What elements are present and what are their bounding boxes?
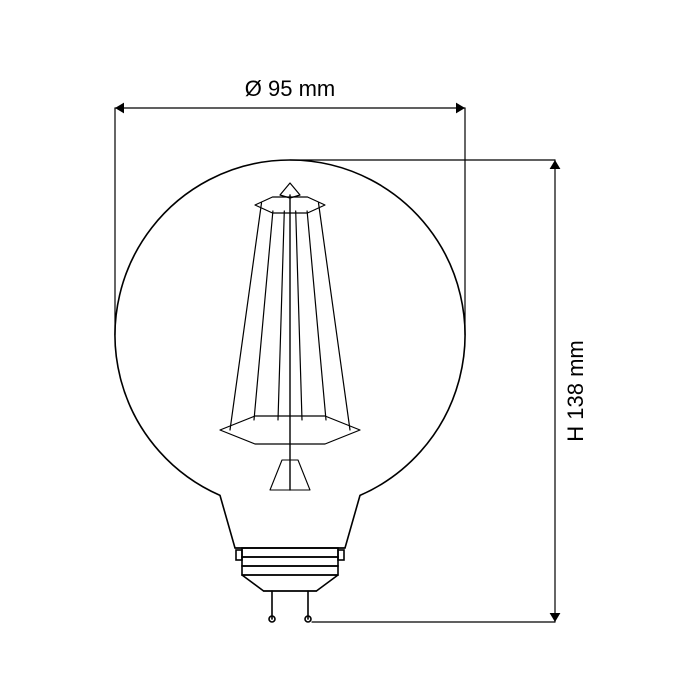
diameter-label: Ø 95 mm <box>245 76 335 101</box>
bulb-technical-drawing: Ø 95 mm H 138 mm <box>0 0 700 700</box>
height-label: H 138 mm <box>563 340 588 441</box>
